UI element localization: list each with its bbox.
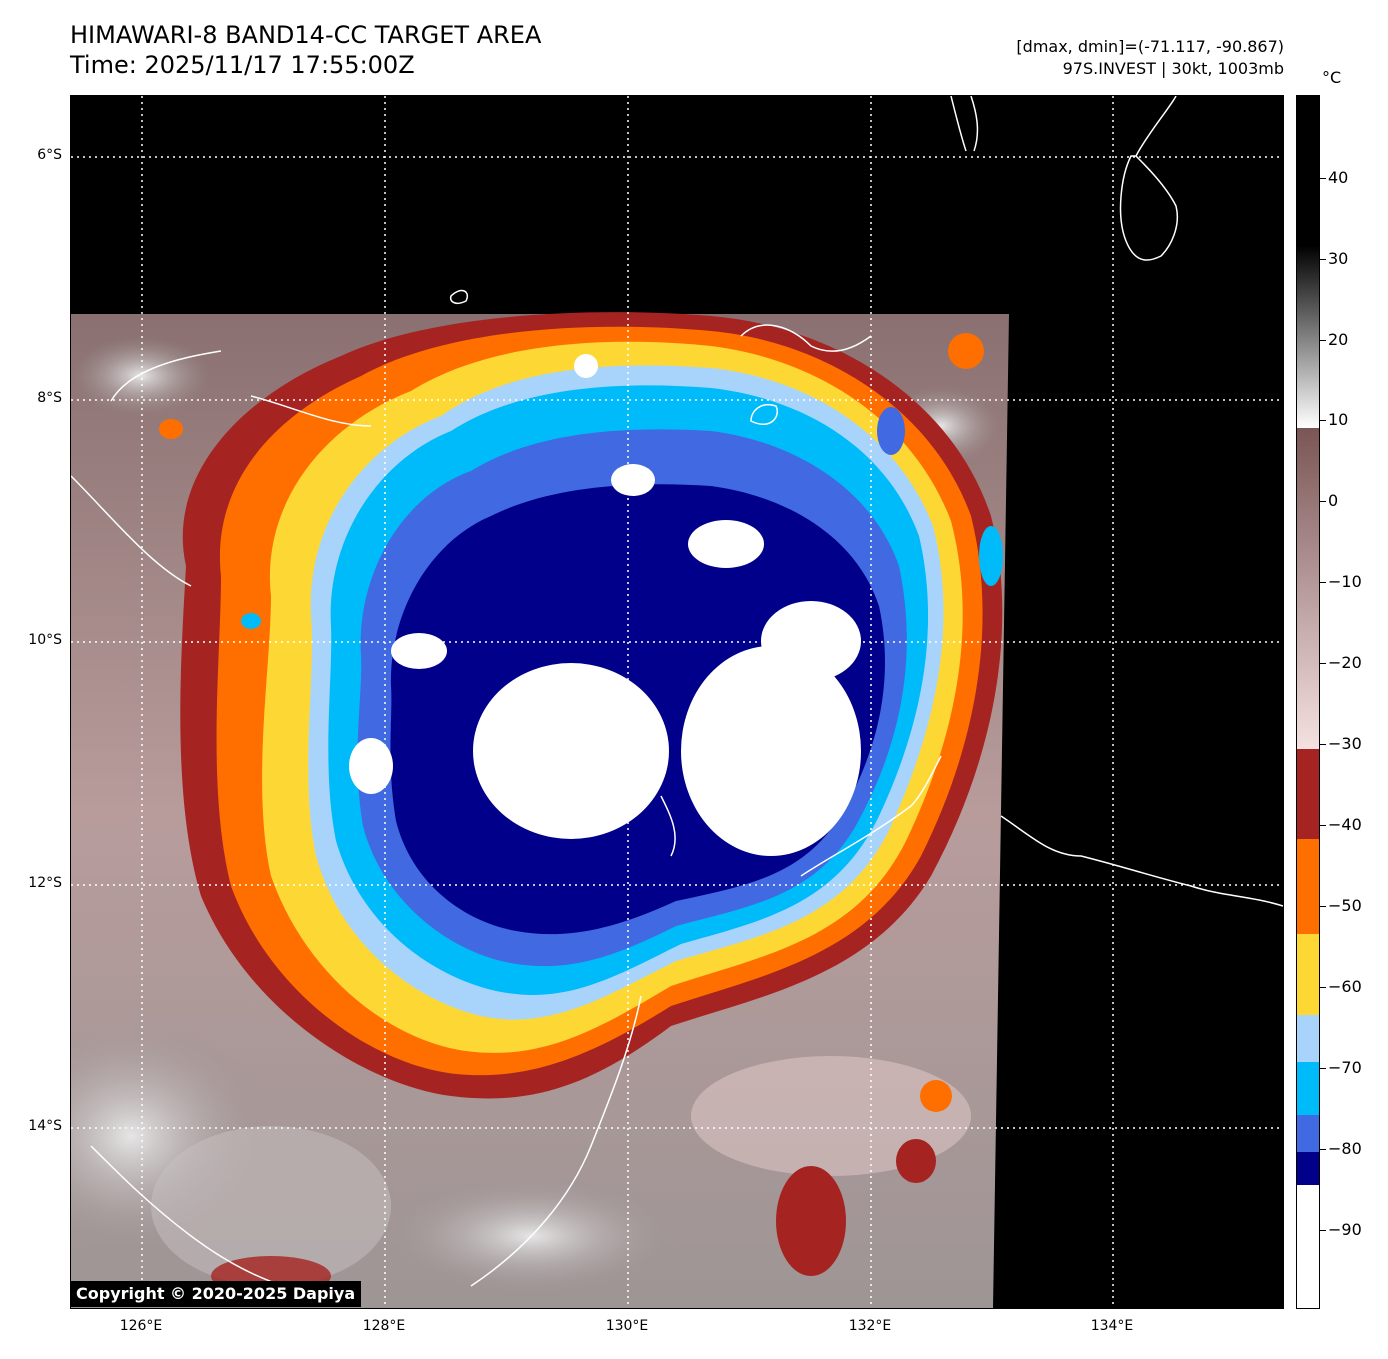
satellite-image-canvas	[71, 96, 1283, 1308]
outer-convection	[159, 333, 1003, 1296]
colorbar-tick-m90: −90	[1328, 1220, 1362, 1239]
colorbar-tick-m60: −60	[1328, 977, 1362, 996]
coldest-cloud-tops	[349, 354, 861, 856]
colorbar-tick-m20: −20	[1328, 653, 1362, 672]
lat-label-10s: 10°S	[28, 632, 62, 648]
colorbar-tick-m10: −10	[1328, 572, 1362, 591]
lat-label-8s: 8°S	[37, 390, 62, 406]
colorbar-tick-m70: −70	[1328, 1058, 1362, 1077]
temperature-range: [dmax, dmin]=(-71.117, -90.867)	[1016, 37, 1284, 56]
colorbar-tick-10: 10	[1328, 410, 1349, 429]
lon-label-128e: 128°E	[362, 1318, 406, 1334]
lon-label-130e: 130°E	[605, 1318, 649, 1334]
graticule	[71, 96, 1283, 1308]
colorbar-tick-m30: −30	[1328, 734, 1362, 753]
figure-time: Time: 2025/11/17 17:55:00Z	[70, 51, 415, 79]
figure-title: HIMAWARI-8 BAND14-CC TARGET AREA	[70, 21, 542, 49]
lon-label-132e: 132°E	[848, 1318, 892, 1334]
coastlines	[71, 96, 1283, 1297]
colorbar-tick-0: 0	[1328, 491, 1339, 510]
satellite-image	[70, 95, 1284, 1309]
lon-label-134e: 134°E	[1090, 1318, 1134, 1334]
lat-label-12s: 12°S	[28, 875, 62, 891]
colorbar	[1296, 95, 1320, 1309]
colorbar-tick-m80: −80	[1328, 1139, 1362, 1158]
storm-info: 97S.INVEST | 30kt, 1003mb	[1062, 59, 1284, 78]
colorbar-canvas	[1297, 96, 1319, 1308]
colorbar-unit: °C	[1322, 68, 1342, 87]
colorbar-tick-40: 40	[1328, 168, 1349, 187]
colorbar-tick-m50: −50	[1328, 896, 1362, 915]
lon-label-126e: 126°E	[119, 1318, 163, 1334]
lat-label-14s: 14°S	[28, 1118, 62, 1134]
colorbar-tick-30: 30	[1328, 249, 1349, 268]
copyright-label: Copyright © 2020-2025 Dapiya	[70, 1281, 362, 1307]
colorbar-tick-m40: −40	[1328, 815, 1362, 834]
colorbar-tick-20: 20	[1328, 330, 1349, 349]
lat-label-6s: 6°S	[37, 147, 62, 163]
